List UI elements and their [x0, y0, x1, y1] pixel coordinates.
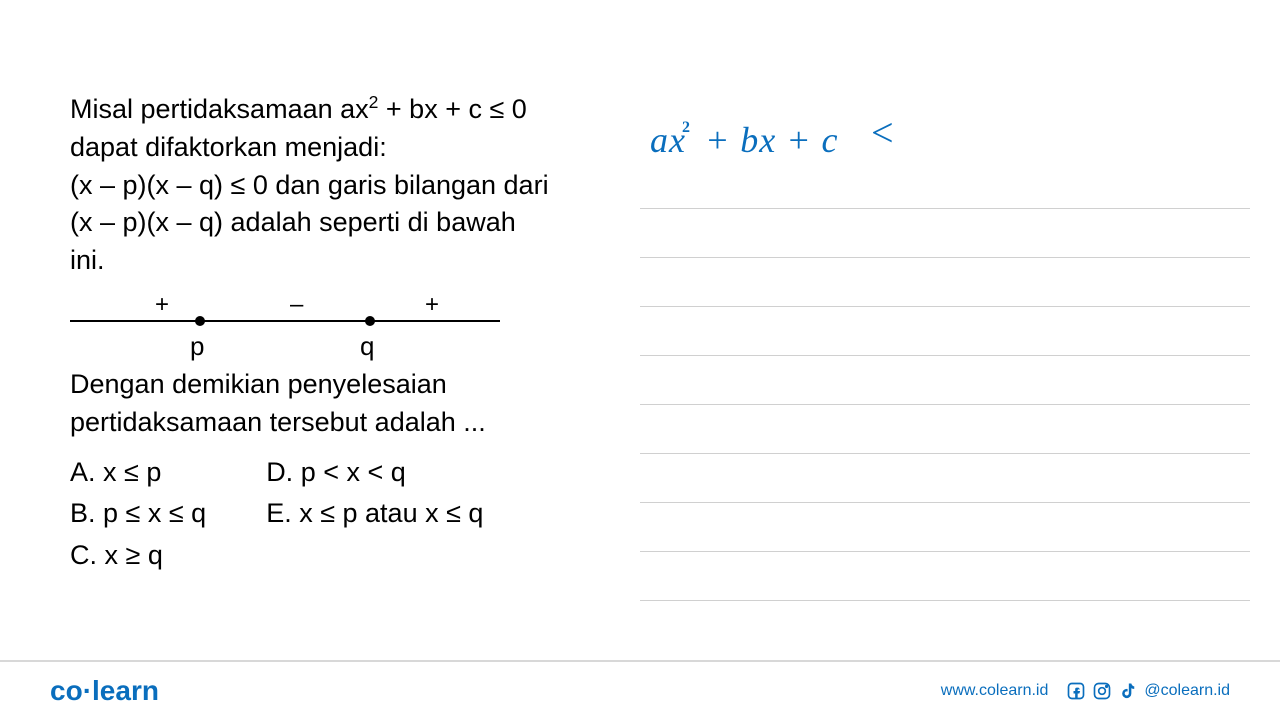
problem-line-2: dapat difaktorkan menjadi: — [70, 129, 600, 167]
logo-co: co — [50, 675, 83, 706]
options-col-2: D. p < x < q E. x ≤ p atau x ≤ q — [266, 454, 483, 575]
text: Misal pertidaksamaan ax — [70, 94, 369, 124]
ruled-work-area — [640, 160, 1250, 601]
sign-plus-left: + — [155, 288, 169, 322]
option-c: C. x ≥ q — [70, 537, 206, 575]
hw-rest: + bx + c — [695, 120, 839, 160]
problem-line-6: Dengan demikian penyelesaian — [70, 366, 600, 404]
logo-dot: · — [83, 675, 92, 706]
label-p: p — [190, 328, 204, 364]
superscript-2: 2 — [369, 92, 379, 112]
option-e: E. x ≤ p atau x ≤ q — [266, 495, 483, 533]
footer-url: www.colearn.id — [941, 682, 1049, 700]
tiktok-icon — [1118, 681, 1138, 701]
ruled-line — [640, 307, 1250, 356]
axis-line — [70, 320, 500, 322]
problem-line-1: Misal pertidaksamaan ax2 + bx + c ≤ 0 — [70, 90, 600, 129]
option-d: D. p < x < q — [266, 454, 483, 492]
ruled-line — [640, 356, 1250, 405]
text: + bx + c ≤ 0 — [378, 94, 526, 124]
number-line-diagram: + – + p q — [70, 288, 500, 358]
colearn-logo: co·learn — [50, 675, 159, 707]
sign-plus-right: + — [425, 288, 439, 322]
hw-ax: ax — [650, 120, 686, 160]
problem-line-5: ini. — [70, 242, 600, 280]
dot-p — [195, 316, 205, 326]
footer-right: www.colearn.id @colearn.id — [941, 681, 1230, 701]
options-col-1: A. x ≤ p B. p ≤ x ≤ q C. x ≥ q — [70, 454, 206, 575]
ruled-line — [640, 405, 1250, 454]
problem-line-4: (x – p)(x – q) adalah seperti di bawah — [70, 204, 600, 242]
ruled-line — [640, 258, 1250, 307]
problem-line-3: (x – p)(x – q) ≤ 0 dan garis bilangan da… — [70, 167, 600, 205]
handwritten-expression: ax2 + bx + c< — [650, 115, 897, 162]
option-a: A. x ≤ p — [70, 454, 206, 492]
option-b: B. p ≤ x ≤ q — [70, 495, 206, 533]
hw-superscript-2: 2 — [682, 119, 691, 136]
ruled-line — [640, 160, 1250, 209]
ruled-line — [640, 454, 1250, 503]
problem-line-7: pertidaksamaan tersebut adalah ... — [70, 404, 600, 442]
footer-bar: co·learn www.colearn.id @colearn.id — [0, 660, 1280, 720]
instagram-icon — [1092, 681, 1112, 701]
sign-minus: – — [290, 288, 303, 322]
logo-learn: learn — [92, 675, 159, 706]
ruled-line — [640, 503, 1250, 552]
dot-q — [365, 316, 375, 326]
problem-text: Misal pertidaksamaan ax2 + bx + c ≤ 0 da… — [70, 90, 600, 575]
ruled-line — [640, 552, 1250, 601]
social-handle: @colearn.id — [1144, 682, 1230, 700]
hw-less-than: < — [869, 110, 897, 155]
ruled-line — [640, 209, 1250, 258]
answer-options: A. x ≤ p B. p ≤ x ≤ q C. x ≥ q D. p < x … — [70, 454, 600, 575]
facebook-icon — [1066, 681, 1086, 701]
label-q: q — [360, 328, 374, 364]
social-icons: @colearn.id — [1066, 681, 1230, 701]
